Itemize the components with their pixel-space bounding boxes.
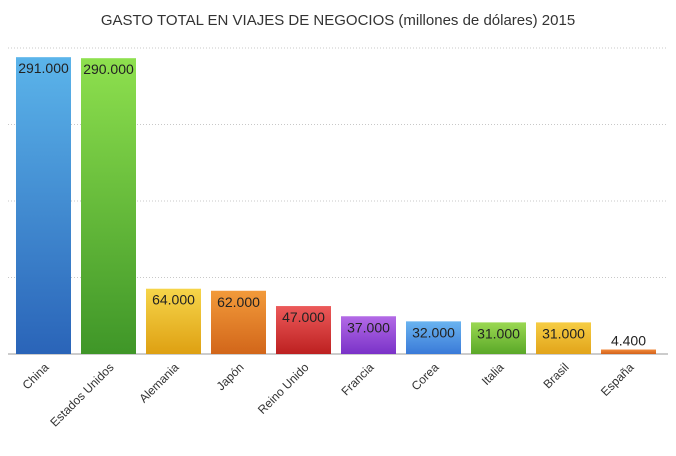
- tick-label-2: Alemania: [136, 360, 182, 406]
- tick-label-5: Francia: [338, 360, 376, 398]
- value-label-2: 64.000: [152, 292, 195, 308]
- chart-title: GASTO TOTAL EN VIAJES DE NEGOCIOS (millo…: [101, 12, 575, 29]
- bar-0: [16, 57, 71, 355]
- tick-label-0: China: [20, 360, 52, 392]
- value-labels: 291.000 290.000 64.000 62.000 47.000 37.000 32…: [18, 60, 646, 348]
- value-label-9: 4.400: [611, 333, 646, 349]
- value-label-3: 62.000: [217, 294, 260, 310]
- tick-label-3: Japón: [214, 360, 247, 393]
- bars: [16, 57, 656, 355]
- value-label-4: 47.000: [282, 309, 325, 325]
- tick-label-7: Italia: [479, 360, 507, 388]
- bar-9: [601, 349, 656, 354]
- bar-2: [146, 288, 201, 354]
- tick-label-6: Corea: [409, 360, 442, 393]
- tick-label-1: Estados Unidos: [47, 360, 116, 429]
- bar-3: [211, 290, 266, 354]
- value-label-6: 32.000: [412, 324, 455, 340]
- value-label-7: 31.000: [477, 325, 520, 341]
- value-label-0: 291.000: [18, 60, 69, 76]
- value-label-5: 37.000: [347, 319, 390, 335]
- tick-label-8: Brasil: [540, 360, 571, 391]
- value-label-8: 31.000: [542, 325, 585, 341]
- tick-label-9: España: [598, 360, 637, 399]
- value-label-1: 290.000: [83, 61, 134, 77]
- bar-4: [276, 306, 331, 354]
- tick-label-4: Reino Unido: [255, 360, 312, 417]
- bar-1: [81, 58, 136, 354]
- bar-5: [341, 316, 396, 354]
- bar-7: [471, 322, 526, 354]
- bar-8: [536, 322, 591, 354]
- bar-6: [406, 321, 461, 354]
